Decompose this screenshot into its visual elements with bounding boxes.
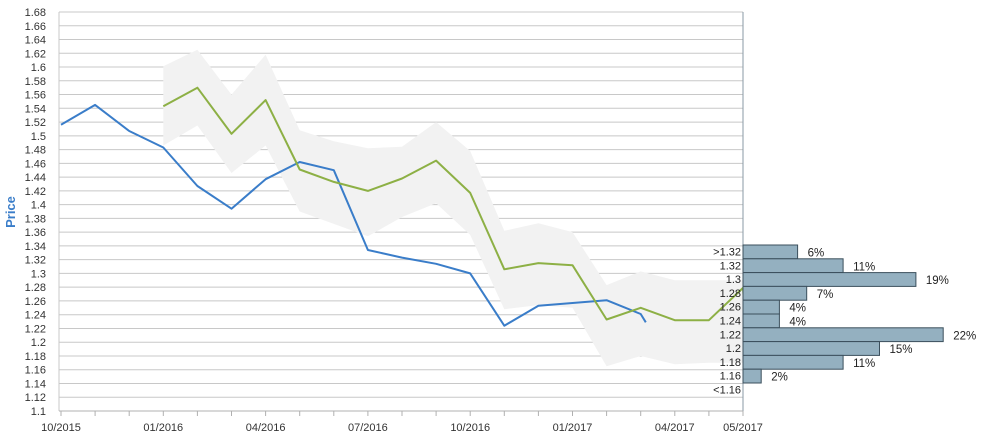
- y-tick-label: 1.18: [25, 351, 46, 363]
- x-tick-label: 04/2017: [655, 422, 695, 434]
- histogram-bar: [742, 341, 880, 356]
- histogram-bin-label: 1.32: [720, 260, 741, 272]
- y-tick-label: 1.26: [25, 296, 46, 308]
- series-lines: [60, 86, 746, 327]
- y-tick-label: 1.66: [25, 21, 46, 33]
- histogram-bar: [742, 299, 780, 315]
- band-area: [163, 49, 744, 367]
- histogram-bar: [742, 285, 808, 301]
- x-tick-label: 01/2016: [143, 422, 183, 434]
- series-line-2: [162, 86, 746, 322]
- y-axis-label: Price: [3, 196, 18, 228]
- y-tick-label: 1.52: [25, 117, 46, 129]
- histogram-bin-label: 1.26: [720, 302, 741, 314]
- y-tick-label: 1.12: [25, 392, 46, 404]
- y-tick-label: 1.62: [25, 48, 46, 60]
- y-tick-label: 1.14: [25, 378, 46, 390]
- histogram-bar: [742, 313, 780, 329]
- x-tick-label: 10/2015: [41, 422, 81, 434]
- histogram-pct-label: 6%: [808, 248, 825, 260]
- histogram-bar: [742, 327, 944, 343]
- histogram-pct-label: 11%: [853, 358, 875, 370]
- histogram-pct-label: 22%: [953, 330, 976, 342]
- histogram-bin-label: >1.32: [713, 247, 741, 259]
- x-tick-label: 04/2016: [246, 422, 286, 434]
- histogram-pct-label: 15%: [890, 344, 913, 356]
- histogram-bin-label: 1.18: [720, 357, 741, 369]
- y-axis-ticks: 1.1 1.12 1.141.16 1.18 1.2 1.221.24 1.26 1.28 1.…: [25, 7, 46, 418]
- distribution-histogram: >1.32 6% 1.32 11% 1.3 19% 1.28 7% 1.26 4% 1.24 4% 1.…: [713, 244, 976, 397]
- x-tick-label: 01/2017: [553, 422, 593, 434]
- histogram-bin-label: 1.24: [720, 316, 741, 328]
- histogram-bin-label: 1.2: [726, 343, 741, 355]
- histogram-bar: [742, 244, 799, 260]
- y-tick-label: 1.34: [25, 241, 46, 253]
- x-tick-label: 05/2017: [723, 422, 763, 434]
- histogram-pct-label: 7%: [817, 289, 834, 301]
- y-tick-label: 1.36: [25, 227, 46, 239]
- histogram-bar: [742, 368, 762, 384]
- y-tick-label: 1.48: [25, 145, 46, 157]
- y-tick-label: 1.68: [25, 7, 46, 19]
- y-tick-label: 1.6: [31, 62, 46, 74]
- histogram-bar: [742, 354, 844, 370]
- confidence-band: [163, 49, 744, 367]
- y-tick-label: 1.64: [25, 35, 46, 47]
- histogram-pct-label: 4%: [789, 317, 806, 329]
- x-tick-label: 10/2016: [450, 422, 490, 434]
- y-tick-label: 1.56: [25, 90, 46, 102]
- y-tick-label: 1.46: [25, 158, 46, 170]
- histogram-bin-label: 1.28: [720, 288, 741, 300]
- y-tick-label: 1.4: [31, 200, 46, 212]
- y-tick-label: 1.42: [25, 186, 46, 198]
- histogram-bin-label: 1.3: [726, 274, 741, 286]
- series-line-1: [60, 103, 647, 327]
- y-tick-label: 1.44: [25, 172, 46, 184]
- y-tick-label: 1.2: [31, 337, 46, 349]
- y-tick-label: 1.16: [25, 365, 46, 377]
- y-tick-label: 1.22: [25, 323, 46, 335]
- y-tick-label: 1.32: [25, 255, 46, 267]
- histogram-pct-label: 19%: [926, 275, 949, 287]
- histogram-bin-label: 1.22: [720, 329, 741, 341]
- x-axis-ticks: 10/2015 01/2016 04/2016 07/2016 10/2016 01/20…: [41, 411, 763, 434]
- y-tick-label: 1.54: [25, 103, 46, 115]
- y-tick-label: 1.3: [31, 268, 46, 280]
- histogram-bin-label: <1.16: [713, 385, 741, 397]
- y-tick-label: 1.24: [25, 310, 46, 322]
- histogram-bar: [742, 258, 844, 274]
- y-tick-label: 1.38: [25, 213, 46, 225]
- histogram-bar: [742, 272, 917, 287]
- x-tick-label: 07/2016: [348, 422, 388, 434]
- histogram-pct-label: 4%: [789, 303, 806, 315]
- y-tick-label: 1.1: [31, 406, 46, 418]
- y-tick-label: 1.28: [25, 282, 46, 294]
- histogram-bin-label: 1.16: [720, 371, 741, 383]
- histogram-pct-label: 11%: [853, 261, 875, 273]
- histogram-pct-label: 2%: [771, 372, 788, 384]
- y-tick-label: 1.58: [25, 76, 46, 88]
- y-tick-label: 1.5: [31, 131, 46, 143]
